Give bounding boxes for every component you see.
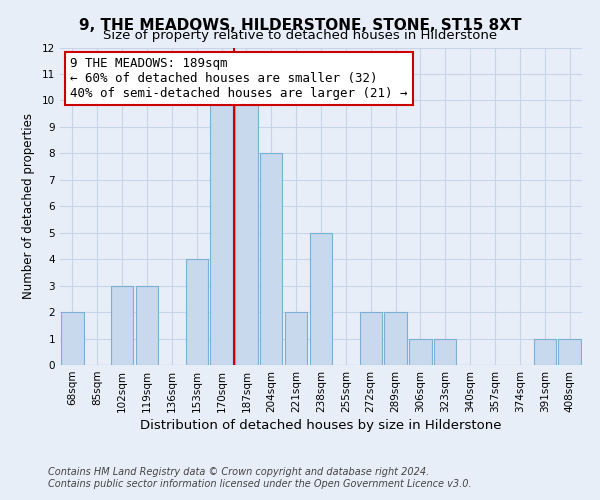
Bar	[185, 259, 208, 365]
Bar	[136, 286, 158, 365]
Bar	[359, 312, 382, 365]
Text: Contains HM Land Registry data © Crown copyright and database right 2024.
Contai: Contains HM Land Registry data © Crown c…	[48, 468, 472, 489]
Bar	[285, 312, 307, 365]
X-axis label: Distribution of detached houses by size in Hilderstone: Distribution of detached houses by size …	[140, 419, 502, 432]
Bar	[61, 312, 83, 365]
Y-axis label: Number of detached properties: Number of detached properties	[22, 114, 35, 299]
Bar	[111, 286, 133, 365]
Bar	[434, 338, 457, 365]
Bar	[559, 338, 581, 365]
Bar	[533, 338, 556, 365]
Text: 9, THE MEADOWS, HILDERSTONE, STONE, ST15 8XT: 9, THE MEADOWS, HILDERSTONE, STONE, ST15…	[79, 18, 521, 32]
Text: Size of property relative to detached houses in Hilderstone: Size of property relative to detached ho…	[103, 29, 497, 42]
Bar	[235, 100, 257, 365]
Bar	[409, 338, 431, 365]
Bar	[310, 232, 332, 365]
Bar	[385, 312, 407, 365]
Bar	[260, 154, 283, 365]
Text: 9 THE MEADOWS: 189sqm
← 60% of detached houses are smaller (32)
40% of semi-deta: 9 THE MEADOWS: 189sqm ← 60% of detached …	[70, 57, 408, 100]
Bar	[211, 100, 233, 365]
